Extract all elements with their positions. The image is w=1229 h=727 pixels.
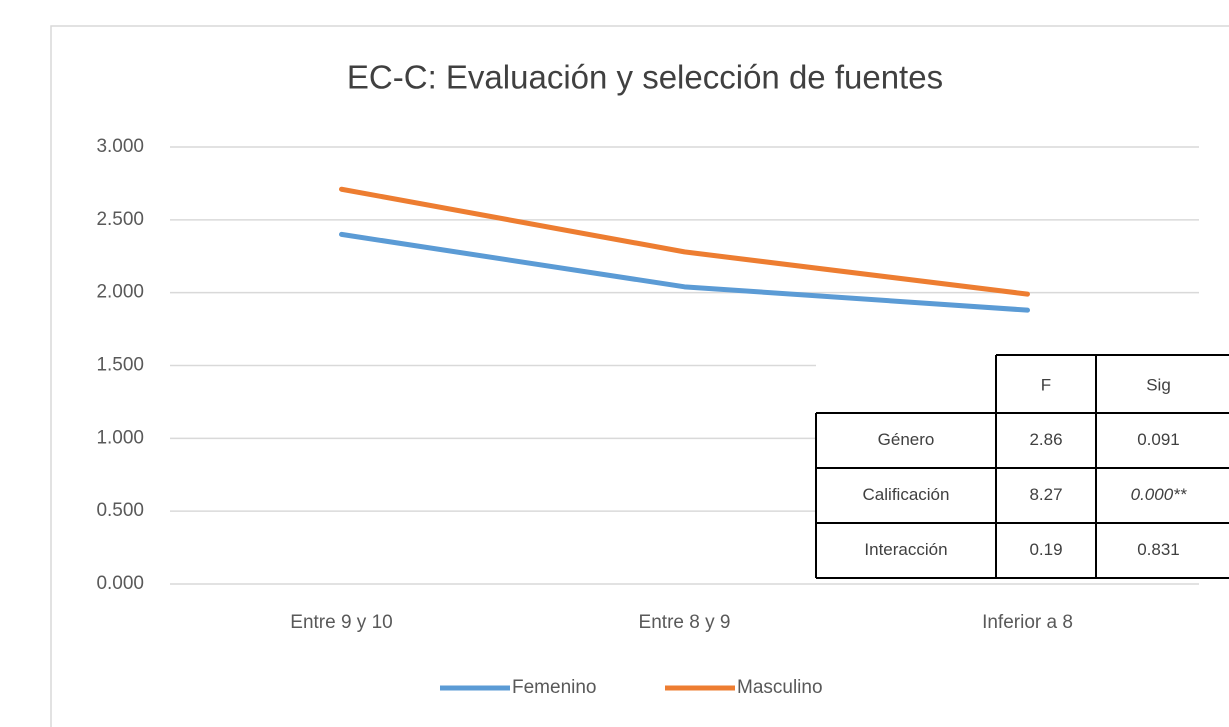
table-cell: 0.19 (1029, 540, 1062, 559)
y-tick-label: 2.000 (96, 282, 144, 303)
table-header: F (1041, 375, 1051, 394)
table-cell: 0.831 (1137, 540, 1180, 559)
y-tick-label: 2.500 (96, 209, 144, 230)
x-tick-label: Entre 8 y 9 (639, 612, 731, 633)
table-cell: 0.000** (1131, 485, 1188, 504)
line-series (339, 231, 1030, 313)
table-bg (816, 355, 1229, 578)
table-cell: Interacción (864, 540, 947, 559)
y-tick-label: 1.000 (96, 427, 144, 448)
legend-label: Masculino (737, 677, 823, 698)
table-cell: 8.27 (1029, 485, 1062, 504)
y-tick-label: 0.500 (96, 500, 144, 521)
table-cell: 2.86 (1029, 430, 1062, 449)
x-tick-label: Inferior a 8 (982, 612, 1073, 633)
line-series (339, 186, 1030, 297)
legend-label: Femenino (512, 677, 597, 698)
table-header: Sig (1146, 375, 1171, 394)
y-tick-label: 3.000 (96, 136, 144, 157)
y-tick-label: 1.500 (96, 355, 144, 376)
y-tick-label: 0.000 (96, 573, 144, 594)
x-tick-label: Entre 9 y 10 (290, 612, 392, 633)
chart-title: EC-C: Evaluación y selección de fuentes (347, 59, 943, 96)
table-cell: 0.091 (1137, 430, 1180, 449)
table-cell: Calificación (863, 485, 950, 504)
table-cell: Género (878, 430, 935, 449)
